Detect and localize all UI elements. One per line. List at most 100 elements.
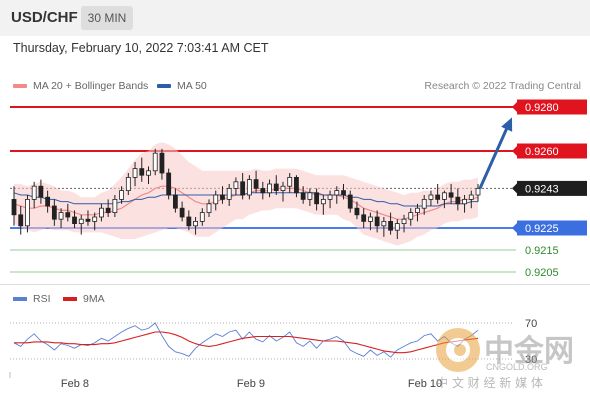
candle — [132, 162, 138, 187]
level-badge-resistance — [517, 143, 587, 159]
candle — [408, 208, 414, 226]
candle — [78, 214, 84, 235]
candle — [273, 175, 279, 195]
timeframe-button[interactable]: 30 MIN — [81, 6, 133, 30]
candle — [25, 195, 30, 233]
candle — [280, 181, 286, 202]
level-label: 0.9260 — [525, 146, 559, 158]
x-axis-label: Feb 8 — [61, 378, 89, 390]
level-label: 0.9205 — [525, 267, 559, 279]
candle — [85, 210, 91, 226]
candle — [415, 203, 420, 222]
x-axis-label: Feb 10 — [408, 378, 442, 390]
candle — [65, 203, 71, 222]
candle — [475, 184, 481, 202]
candle — [246, 175, 252, 200]
candle — [455, 188, 461, 211]
candle — [166, 168, 172, 200]
candle — [99, 203, 104, 222]
candle — [213, 190, 219, 211]
level-badge-pointer — [512, 223, 517, 233]
candle — [119, 186, 124, 204]
ma50-label: MA 50 — [177, 80, 207, 92]
projection-arrowhead — [501, 117, 513, 132]
candle — [341, 184, 346, 200]
level-label: 0.9215 — [525, 245, 559, 257]
candle — [152, 148, 158, 176]
level-badge-resistance — [517, 99, 587, 115]
watermark-cn-sub: 中 文 财 经 新 媒 体 — [436, 376, 543, 390]
candle — [139, 157, 145, 182]
candle — [220, 186, 225, 204]
x-axis-label: Feb 9 — [237, 378, 265, 390]
candle — [462, 195, 467, 213]
candle — [179, 201, 185, 222]
candle — [159, 148, 165, 180]
ma20-swatch — [13, 84, 27, 88]
watermark-logo-icon — [436, 328, 480, 372]
candle — [193, 217, 198, 235]
candle — [92, 212, 98, 231]
candle — [45, 190, 51, 213]
candle — [206, 199, 212, 217]
rsi-axis-label: 30 — [525, 354, 537, 366]
candle — [448, 184, 454, 204]
candle — [327, 190, 333, 209]
candle — [112, 195, 118, 217]
level-badge-pointer — [512, 146, 517, 156]
legend-rsi: RSI — [13, 293, 51, 305]
candle — [233, 177, 239, 195]
watermark-cn-title: 中金网 — [484, 334, 574, 369]
candle — [226, 184, 232, 206]
rsi-label: RSI — [33, 293, 51, 305]
rsi-axis-label: 70 — [525, 318, 537, 330]
candle — [354, 201, 360, 220]
candle — [307, 188, 313, 206]
legend-rsi-ma: 9MA — [63, 293, 105, 305]
research-credit: Research © 2022 Trading Central — [424, 80, 581, 92]
candle — [72, 210, 77, 228]
level-badge-support — [517, 220, 587, 236]
candle — [199, 208, 205, 226]
ma20-label: MA 20 + Bollinger Bands — [33, 80, 149, 92]
rsi-ma-swatch — [63, 297, 77, 301]
rsi-ma-label: 9MA — [83, 293, 105, 305]
candle — [253, 170, 259, 193]
candle — [125, 173, 131, 195]
candle — [468, 190, 474, 209]
legend-ma20: MA 20 + Bollinger Bands — [13, 80, 148, 92]
candle — [31, 181, 37, 209]
candle — [361, 208, 367, 228]
candle — [38, 179, 44, 204]
candle — [394, 219, 400, 239]
candle — [287, 173, 293, 193]
candle — [428, 190, 434, 206]
candle — [267, 179, 272, 198]
header-bar: USD/CHF 30 MIN — [0, 0, 590, 36]
watermark-url: CNGOLD.ORG — [486, 362, 548, 372]
candle — [260, 181, 266, 200]
candle — [368, 212, 373, 231]
projection-arrow — [478, 122, 511, 190]
rsi-swatch — [13, 297, 27, 301]
rsi-ma-line — [14, 331, 479, 354]
level-label: 0.9243 — [525, 183, 559, 195]
candle — [435, 184, 441, 204]
candle — [11, 186, 17, 226]
symbol-title: USD/CHF — [11, 9, 78, 26]
candle — [58, 208, 64, 228]
candle — [18, 206, 24, 235]
candle — [401, 214, 407, 233]
candle — [186, 210, 192, 231]
candle — [51, 199, 57, 226]
level-badge-pointer — [512, 183, 517, 194]
chart-datetime: Thursday, February 10, 2022 7:03:41 AM C… — [13, 41, 269, 55]
candle — [300, 186, 306, 204]
candle — [421, 195, 427, 215]
candle — [381, 217, 387, 237]
candle — [314, 188, 320, 211]
candle — [240, 173, 246, 200]
candle — [294, 175, 299, 198]
candle — [388, 212, 393, 235]
